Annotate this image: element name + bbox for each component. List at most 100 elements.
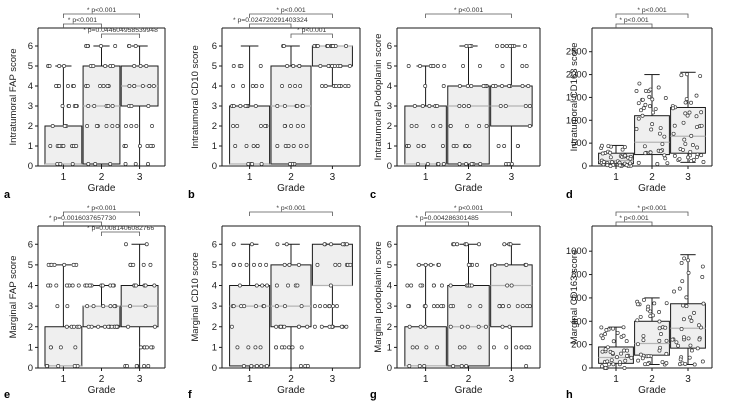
data-point: [231, 104, 236, 108]
data-point: [700, 264, 705, 269]
data-point: [436, 262, 441, 267]
data-point: [435, 345, 439, 350]
data-point: [642, 144, 647, 149]
data-point: [265, 283, 269, 288]
data-point: [636, 342, 640, 347]
data-point: [527, 304, 532, 309]
significance-bracket: * p<0.001: [290, 27, 333, 38]
data-point: [322, 242, 327, 247]
box-grade-2: [634, 74, 670, 167]
data-point: [123, 162, 128, 166]
data-point: [47, 64, 52, 68]
data-point: [647, 104, 652, 109]
box-iqr: [270, 264, 312, 328]
panel-label: c: [370, 189, 376, 201]
data-point: [671, 131, 676, 136]
data-point: [110, 283, 115, 288]
data-point: [421, 144, 426, 148]
x-tick-label: 1: [423, 374, 429, 385]
data-point: [642, 297, 646, 302]
data-point: [686, 336, 691, 341]
data-point: [603, 347, 608, 352]
data-point: [448, 124, 453, 128]
y-tick-label: 3: [212, 301, 217, 312]
data-point: [688, 149, 693, 154]
data-point: [662, 153, 667, 158]
x-tick-label: 1: [613, 374, 619, 385]
x-tick-label: 1: [613, 172, 619, 183]
x-tick-label: 1: [423, 172, 429, 183]
data-point: [347, 64, 352, 68]
data-point: [101, 304, 106, 309]
data-point: [424, 345, 429, 350]
data-point: [683, 361, 688, 366]
data-point: [298, 84, 303, 88]
data-point: [524, 64, 529, 68]
data-point: [71, 84, 76, 88]
data-point: [327, 324, 332, 329]
data-point: [615, 355, 619, 360]
data-point: [459, 363, 464, 368]
data-point: [646, 354, 651, 359]
data-point: [137, 144, 142, 148]
x-axis-label: Grade: [455, 183, 483, 194]
data-point: [635, 302, 640, 307]
data-point: [636, 160, 641, 165]
data-point: [683, 100, 688, 105]
bracket-line: [249, 13, 333, 18]
x-tick-label: 3: [685, 172, 691, 183]
y-tick-label: 2: [28, 121, 33, 132]
panel-e: 0 1 2 3 4 5 6 Marginal FAP score 1 2 3 Grade e * p<0.…: [4, 205, 166, 401]
data-point: [86, 162, 91, 166]
significance-bracket: * p<0.001: [615, 215, 653, 226]
data-point: [694, 93, 699, 98]
data-point: [301, 124, 306, 128]
significance-bracket: * p<0.001: [615, 205, 689, 216]
data-point: [464, 44, 469, 48]
data-point: [132, 64, 137, 68]
box-grade-3: [490, 44, 533, 167]
significance-bracket: * p=0.024720291403324: [233, 17, 308, 28]
y-tick-label: 0: [387, 161, 392, 172]
bracket-line: [63, 211, 140, 216]
bracket-line: [615, 221, 653, 226]
data-point: [418, 283, 423, 288]
data-point: [672, 153, 677, 158]
data-point: [672, 123, 677, 128]
data-point: [274, 304, 279, 309]
data-point: [491, 84, 496, 88]
y-tick-label: 400: [571, 316, 587, 327]
data-point: [500, 44, 505, 48]
data-point: [649, 127, 654, 132]
data-point: [274, 324, 279, 329]
data-point: [86, 324, 91, 329]
data-point: [423, 84, 428, 88]
data-point: [648, 150, 653, 155]
box-iqr: [82, 65, 121, 165]
data-point: [57, 84, 62, 88]
data-point: [45, 363, 49, 368]
data-point: [127, 84, 132, 88]
data-point: [423, 304, 428, 309]
data-point: [501, 304, 505, 309]
y-tick-label: 5: [212, 61, 217, 72]
y-axis-label: Intratumoral CD163 score: [569, 43, 580, 152]
data-point: [295, 283, 300, 288]
data-point: [56, 363, 61, 368]
data-point: [641, 334, 646, 339]
data-point: [645, 307, 650, 312]
data-point: [423, 324, 428, 329]
data-point: [509, 283, 514, 288]
data-point: [504, 44, 509, 48]
data-point: [622, 145, 627, 150]
y-tick-label: 500: [571, 138, 587, 149]
data-point: [457, 345, 462, 350]
data-point: [657, 326, 662, 331]
data-point: [662, 134, 667, 139]
data-point: [636, 116, 641, 121]
data-point: [493, 262, 497, 267]
significance-bracket: * p<0.001: [425, 7, 512, 18]
data-point: [112, 304, 117, 309]
data-point: [125, 363, 129, 368]
